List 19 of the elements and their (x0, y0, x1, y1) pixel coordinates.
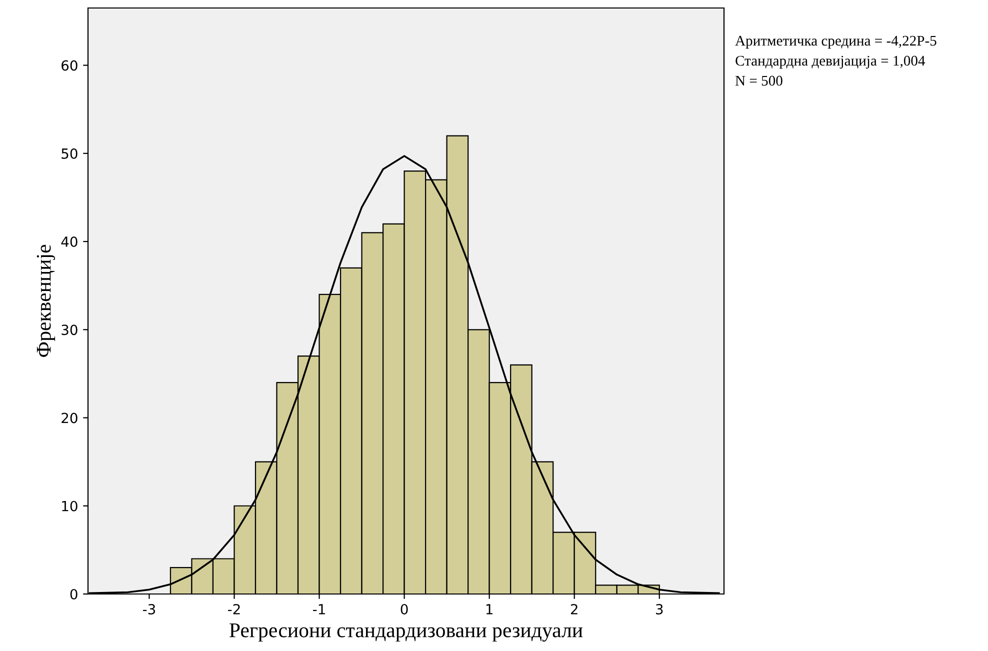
x-tick-label: 3 (656, 604, 663, 614)
x-tick-label: -3 (142, 604, 156, 614)
text: N = 500 (735, 76, 782, 86)
y-tick-label: 30 (62, 324, 78, 336)
text: Стандардна девијација = 1,004 (736, 56, 926, 69)
y-tick-label: 10 (62, 500, 78, 512)
x-tick-label: 0 (400, 604, 408, 614)
y-tick-label: 20 (62, 412, 78, 424)
y-tick-label: 40 (61, 236, 78, 247)
y-tick-label: 60 (62, 60, 78, 71)
x-tick-label: 2 (570, 604, 578, 614)
y-tick-label: 50 (62, 148, 78, 159)
y-axis-title: Фреквенције (36, 244, 56, 357)
x-tick-label: 1 (486, 604, 492, 614)
text: Аритметичка средина = -4,22Р-5 (735, 36, 936, 49)
x-tick-label: -1 (313, 604, 325, 614)
x-axis-title: Регресиони стандардизовани резидуали (230, 623, 583, 642)
y-tick-label: 0 (70, 588, 78, 600)
x-tick-label: -2 (228, 604, 240, 614)
